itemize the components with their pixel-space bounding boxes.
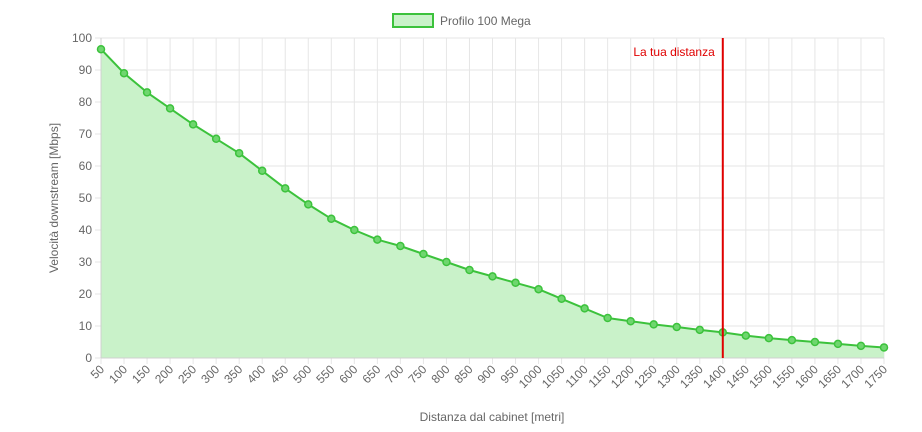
data-point[interactable] <box>304 200 313 209</box>
x-tick-label: 400 <box>244 362 268 386</box>
data-point[interactable] <box>833 339 843 349</box>
x-tick-label: 300 <box>198 362 222 386</box>
data-point[interactable] <box>419 249 428 259</box>
x-tick-label: 1200 <box>608 362 637 391</box>
data-point[interactable] <box>580 304 589 313</box>
y-tick-label: 10 <box>79 319 93 333</box>
data-point[interactable] <box>649 320 658 329</box>
x-tick-label: 1650 <box>815 362 844 391</box>
x-tick-label: 850 <box>452 362 476 386</box>
x-tick-label: 450 <box>267 362 291 386</box>
x-tick-label: 750 <box>405 362 429 386</box>
x-tick-label: 1150 <box>586 362 614 390</box>
legend-label: Profilo 100 Mega <box>440 14 531 28</box>
data-point[interactable] <box>350 225 359 235</box>
data-point[interactable] <box>234 148 244 158</box>
x-tick-label: 900 <box>475 362 499 386</box>
data-point[interactable] <box>810 337 820 347</box>
data-point[interactable] <box>96 44 106 54</box>
data-point[interactable] <box>188 120 198 129</box>
data-point[interactable] <box>142 88 152 97</box>
y-axis-title: Velocità downstream [Mbps] <box>47 123 61 273</box>
legend[interactable]: Profilo 100 Mega <box>392 13 531 28</box>
data-point[interactable] <box>327 214 336 224</box>
x-tick-label: 1250 <box>631 362 660 391</box>
data-point[interactable] <box>511 278 520 288</box>
x-tick-label: 1700 <box>838 362 867 391</box>
data-point[interactable] <box>442 257 451 267</box>
data-point[interactable] <box>787 335 797 345</box>
data-point[interactable] <box>119 68 129 78</box>
y-tick-label: 60 <box>79 159 93 173</box>
x-tick-label: 1600 <box>792 362 821 391</box>
data-point[interactable] <box>396 241 405 251</box>
data-point[interactable] <box>856 341 866 351</box>
x-tick-label: 650 <box>359 362 383 386</box>
x-tick-label: 100 <box>106 362 130 386</box>
data-point[interactable] <box>534 284 543 294</box>
x-tick-label: 1000 <box>516 362 545 391</box>
x-tick-label: 250 <box>175 362 199 386</box>
x-tick-label: 600 <box>336 362 360 386</box>
x-axis-title: Distanza dal cabinet [metri] <box>420 410 565 424</box>
x-tick-label: 550 <box>313 362 337 386</box>
y-tick-label: 20 <box>79 287 93 301</box>
x-tick-label: 1100 <box>563 362 591 390</box>
data-point[interactable] <box>257 166 267 176</box>
data-point[interactable] <box>672 322 681 332</box>
y-tick-label: 50 <box>79 191 93 205</box>
annotation-layer: La tua distanza <box>633 38 724 358</box>
data-point[interactable] <box>465 265 474 275</box>
x-tick-label: 1400 <box>700 362 729 391</box>
x-tick-label: 1450 <box>723 362 752 391</box>
x-tick-label: 150 <box>129 362 153 386</box>
data-point[interactable] <box>879 343 889 352</box>
y-tick-label: 70 <box>79 127 93 141</box>
y-tick-label: 100 <box>72 31 92 45</box>
legend-swatch[interactable] <box>392 13 434 28</box>
data-point[interactable] <box>626 316 635 326</box>
data-point[interactable] <box>165 104 175 113</box>
x-tick-label: 1500 <box>746 362 775 391</box>
data-point[interactable] <box>557 294 566 304</box>
x-tick-label: 200 <box>152 362 176 386</box>
x-tick-label: 800 <box>428 362 452 386</box>
x-tick-label: 1750 <box>861 362 890 391</box>
x-tick-label: 1550 <box>769 362 798 391</box>
y-tick-label: 90 <box>79 63 93 77</box>
distance-marker-label: La tua distanza <box>633 45 715 59</box>
data-point[interactable] <box>695 325 705 335</box>
y-tick-label: 80 <box>79 95 93 109</box>
x-tick-label: 1300 <box>654 362 683 391</box>
data-point[interactable] <box>741 331 751 340</box>
data-point[interactable] <box>764 333 774 343</box>
y-tick-label: 40 <box>79 223 93 237</box>
data-point[interactable] <box>603 313 612 323</box>
x-tick-label: 1350 <box>677 362 706 391</box>
x-tick-label: 700 <box>382 362 406 386</box>
data-point[interactable] <box>280 184 290 193</box>
data-point[interactable] <box>373 235 382 244</box>
y-tick-label: 30 <box>79 255 93 269</box>
y-tick-label: 0 <box>85 351 92 365</box>
data-point[interactable] <box>488 272 497 281</box>
x-tick-label: 350 <box>221 362 245 386</box>
x-tick-label: 1050 <box>539 362 568 391</box>
series-area <box>101 49 884 358</box>
x-tick-label: 500 <box>290 362 314 386</box>
data-point[interactable] <box>211 134 221 144</box>
